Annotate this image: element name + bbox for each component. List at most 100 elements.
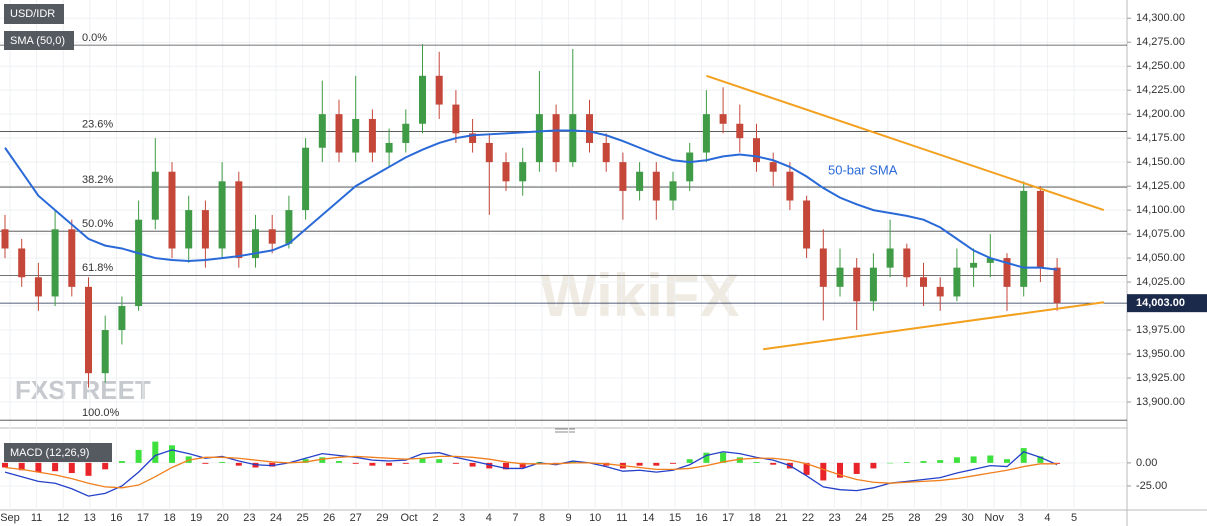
candle-body (402, 123, 410, 143)
macd-histogram-bar (135, 449, 142, 463)
macd-histogram-bar (235, 462, 242, 466)
indicator-label: SMA (50,0) (10, 35, 65, 47)
fib-label: 50.0% (82, 218, 113, 230)
x-tick-label: 13 (84, 512, 96, 524)
candle-body (1036, 190, 1044, 268)
x-tick-label: 17 (722, 512, 734, 524)
macd-histogram-bar (953, 457, 960, 463)
candle-body (168, 171, 176, 249)
candle-body (218, 181, 226, 249)
sma-line (4, 129, 1058, 271)
x-tick-label: Oct (400, 512, 417, 524)
candle-body (201, 210, 209, 249)
macd-histogram-bar (402, 462, 409, 464)
candle-body (936, 286, 944, 297)
x-tick-label: 27 (350, 512, 362, 524)
y-tick-label: -25.00 (1136, 480, 1167, 492)
macd-histogram-bar (68, 462, 75, 474)
macd-histogram-bar (820, 462, 827, 481)
candle-body (886, 248, 894, 268)
macd-histogram-bar (870, 462, 877, 469)
candle-body (953, 267, 961, 297)
y-tick-label: 14,200.00 (1136, 108, 1185, 120)
macd-histogram-bar (803, 462, 810, 475)
candle-body (669, 181, 677, 201)
candle-body (686, 152, 694, 182)
macd-histogram-bar (486, 462, 493, 469)
y-tick-label: 14,300.00 (1136, 12, 1185, 24)
y-tick-label: 13,925.00 (1136, 372, 1185, 384)
candle-body (285, 210, 293, 244)
macd-histogram-bar (887, 462, 894, 464)
symbol-label: USD/IDR (10, 8, 55, 20)
macd-histogram-bar (319, 457, 326, 463)
macd-histogram-bar (503, 462, 509, 470)
y-tick-label: 14,225.00 (1136, 84, 1185, 96)
fib-label: 0.0% (82, 32, 107, 44)
macd-histogram-bar (102, 462, 109, 470)
fib-label: 100.0% (82, 407, 120, 419)
candle-body (552, 114, 560, 163)
candle-body (786, 171, 794, 201)
x-tick-label: 4 (1044, 512, 1050, 524)
candle-body (101, 330, 109, 374)
macd-histogram-bar (452, 462, 459, 464)
candle-body (853, 267, 861, 302)
candle-body (869, 267, 877, 302)
candle-body (185, 210, 193, 249)
x-tick-label: 22 (802, 512, 814, 524)
macd-histogram-bar (903, 461, 910, 463)
candle-body (1, 229, 9, 249)
x-tick-label: 8 (539, 512, 545, 524)
candle-body (85, 286, 92, 374)
candle-body (619, 162, 627, 191)
candle-body (51, 229, 59, 297)
candle-body (469, 133, 477, 143)
candle-body (652, 171, 660, 201)
x-tick-label: 20 (217, 512, 229, 524)
x-tick-label: 4 (486, 512, 492, 524)
candle-body (753, 138, 760, 163)
macd-histogram-bar (302, 459, 309, 463)
macd-histogram-bar (219, 461, 226, 463)
candle-body (18, 248, 26, 278)
macd-histogram-bar (469, 462, 476, 467)
candle-body (702, 114, 710, 153)
macd-histogram-bar (269, 462, 276, 467)
macd-label: MACD (12,26,9) (10, 447, 89, 459)
macd-histogram-bar (853, 462, 860, 474)
candle-body (586, 114, 593, 143)
macd-histogram-bar (636, 462, 643, 466)
x-tick-label: 21 (775, 512, 787, 524)
candle-body (519, 162, 527, 182)
x-tick-label: 29 (376, 512, 388, 524)
macd-histogram-bar (920, 461, 927, 463)
candle-body (235, 181, 243, 259)
trendline (706, 74, 1105, 212)
x-tick-label: 30 (961, 512, 973, 524)
x-tick-label: Sep (0, 512, 20, 524)
macd-histogram-bar (686, 459, 693, 463)
macd-histogram-bar (169, 445, 175, 463)
signal-line (4, 455, 1058, 489)
candle-body (335, 114, 343, 153)
fib-label: 23.6% (82, 118, 113, 130)
macd-histogram-bar (736, 457, 743, 463)
x-tick-label: 5 (1071, 512, 1077, 524)
macd-histogram-bar (720, 452, 727, 463)
candle-body (803, 200, 811, 249)
candle-body (34, 277, 42, 297)
candle-body (970, 262, 978, 268)
candle-body (385, 142, 393, 153)
macd-histogram-bar (52, 462, 59, 472)
macd-histogram-bar (202, 462, 209, 464)
macd-histogram-bar (987, 455, 994, 463)
macd-histogram-bar (1020, 448, 1027, 463)
macd-histogram-bar (670, 462, 676, 464)
y-tick-label: 14,100.00 (1136, 204, 1185, 216)
candle-body (769, 162, 777, 172)
x-tick-label: 29 (935, 512, 947, 524)
y-tick-label: 13,900.00 (1136, 396, 1185, 408)
x-tick-label: 25 (296, 512, 308, 524)
macd-line (4, 449, 1058, 497)
